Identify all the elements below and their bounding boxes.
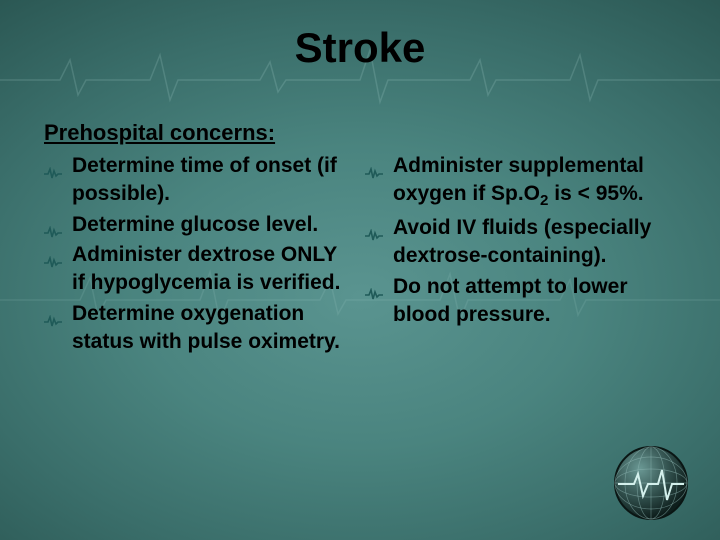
left-bullet-list: Determine time of onset (if possible). D… [44,152,355,356]
bullet-item: Determine glucose level. [44,211,355,239]
bullet-text: Determine glucose level. [72,213,318,236]
heartbeat-bullet-icon [44,307,62,319]
bullet-text: Determine time of onset (if possible). [72,154,337,205]
bullet-item: Determine time of onset (if possible). [44,152,355,209]
bullet-text: Avoid IV fluids (especially dextrose-con… [393,216,651,267]
left-column: Determine time of onset (if possible). D… [44,152,355,358]
right-column: Administer supplemental oxygen if Sp.O2 … [365,152,676,358]
right-bullet-list: Administer supplemental oxygen if Sp.O2 … [365,152,676,329]
bullet-text: Administer supplemental oxygen if Sp.O2 … [393,154,644,205]
bullet-text: Determine oxygenation status with pulse … [72,302,340,353]
bullet-text: Do not attempt to lower blood pressure. [393,275,628,326]
heartbeat-bullet-icon [44,159,62,171]
content-columns: Determine time of onset (if possible). D… [44,152,676,358]
heartbeat-bullet-icon [44,218,62,230]
bullet-item: Administer dextrose ONLY if hypoglycemia… [44,241,355,298]
slide-title: Stroke [0,24,720,72]
bullet-text: Administer dextrose ONLY if hypoglycemia… [72,243,340,294]
heartbeat-bullet-icon [365,159,383,171]
heartbeat-bullet-icon [44,248,62,260]
globe-ecg-icon [612,444,690,522]
bullet-item: Avoid IV fluids (especially dextrose-con… [365,214,676,271]
heartbeat-bullet-icon [365,221,383,233]
bullet-item: Administer supplemental oxygen if Sp.O2 … [365,152,676,212]
bullet-item: Do not attempt to lower blood pressure. [365,273,676,330]
heartbeat-bullet-icon [365,280,383,292]
slide-subtitle: Prehospital concerns: [44,120,275,146]
bullet-item: Determine oxygenation status with pulse … [44,300,355,357]
